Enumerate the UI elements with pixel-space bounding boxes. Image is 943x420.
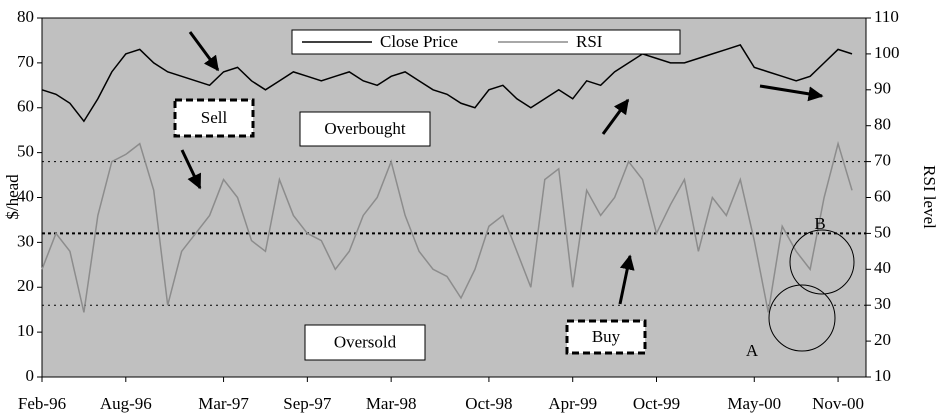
y2-axis-label: RSI level xyxy=(920,165,939,229)
annotation: Overbought xyxy=(324,119,405,138)
y-tick-label: 0 xyxy=(26,366,35,385)
x-tick-label: Mar-98 xyxy=(366,394,417,413)
x-tick-label: Oct-98 xyxy=(465,394,512,413)
y2-tick-label: 90 xyxy=(874,79,891,98)
annotation: Buy xyxy=(592,327,621,346)
x-tick-label: Apr-99 xyxy=(548,394,597,413)
y-tick-label: 30 xyxy=(17,231,34,250)
annotation: Sell xyxy=(201,108,228,127)
y-tick-label: 60 xyxy=(17,97,34,116)
y-tick-label: 20 xyxy=(17,276,34,295)
plot-area xyxy=(41,17,867,378)
x-tick-label: May-00 xyxy=(727,394,781,413)
x-tick-label: Oct-99 xyxy=(633,394,680,413)
x-tick-label: Feb-96 xyxy=(18,394,66,413)
annotation-box xyxy=(304,324,426,361)
annotation: B xyxy=(814,214,825,233)
x-tick-label: Aug-96 xyxy=(100,394,152,413)
x-tick-label: Nov-00 xyxy=(812,394,864,413)
annotation-box xyxy=(299,111,431,147)
x-tick-label: Mar-97 xyxy=(198,394,249,413)
y2-tick-label: 20 xyxy=(874,330,891,349)
legend-label: RSI xyxy=(576,32,603,51)
y2-tick-label: 10 xyxy=(874,366,891,385)
arrows xyxy=(180,31,824,305)
annotation-box xyxy=(565,319,647,355)
y2-tick-label: 110 xyxy=(874,7,899,26)
y2-tick-label: 70 xyxy=(874,151,891,170)
y-tick-label: 40 xyxy=(17,186,34,205)
annotation-box xyxy=(173,98,255,138)
circles xyxy=(768,229,855,352)
y-axis-label: $/head xyxy=(3,174,22,220)
y-tick-label: 10 xyxy=(17,321,34,340)
y-tick-label: 70 xyxy=(17,52,34,71)
y2-tick-label: 100 xyxy=(874,43,900,62)
y2-tick-label: 30 xyxy=(874,294,891,313)
y-tick-label: 80 xyxy=(17,7,34,26)
series-line xyxy=(41,140,853,313)
legend-label: Close Price xyxy=(380,32,458,51)
y2-tick-label: 40 xyxy=(874,258,891,277)
y2-tick-label: 50 xyxy=(874,222,891,241)
y-tick-label: 50 xyxy=(17,142,34,161)
y2-tick-label: 60 xyxy=(874,186,891,205)
annotation: Oversold xyxy=(334,332,397,351)
y2-tick-label: 80 xyxy=(874,115,891,134)
annotation: A xyxy=(746,341,759,360)
series-line xyxy=(41,44,853,123)
x-tick-label: Sep-97 xyxy=(283,394,332,413)
